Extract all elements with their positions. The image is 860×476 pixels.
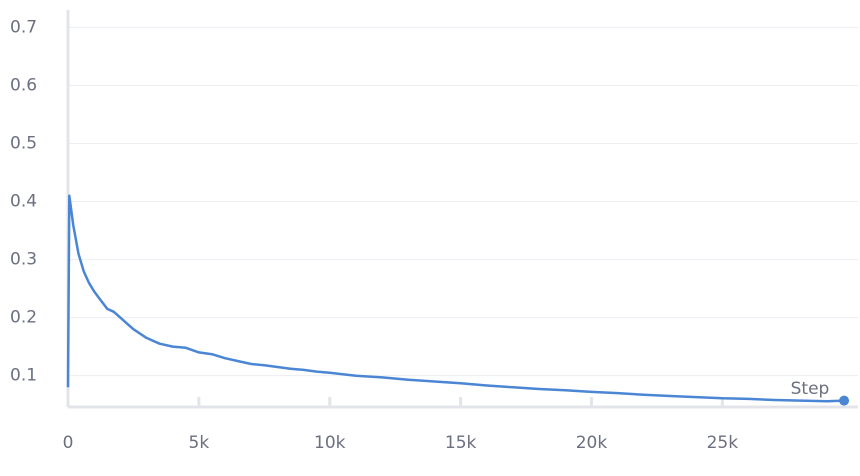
y-tick-label: 0.2 [10, 308, 37, 328]
x-axis-label: Step [791, 379, 830, 399]
x-tick-label: 25k [707, 433, 739, 453]
x-tick-label: 15k [445, 433, 477, 453]
y-tick-label: 0.5 [10, 133, 37, 153]
x-tick-label: 10k [314, 433, 346, 453]
y-tick-label: 0.6 [10, 75, 37, 95]
y-tick-label: 0.4 [10, 192, 37, 212]
x-tick-label: 20k [576, 433, 608, 453]
y-tick-label: 0.1 [10, 366, 37, 386]
data-line [66, 194, 845, 403]
y-tick-label: 0.7 [10, 17, 37, 37]
x-tick-label: 0 [63, 433, 74, 453]
y-tick-label: 0.3 [10, 250, 37, 270]
x-tick-label: 5k [189, 433, 210, 453]
end-point [839, 395, 850, 406]
